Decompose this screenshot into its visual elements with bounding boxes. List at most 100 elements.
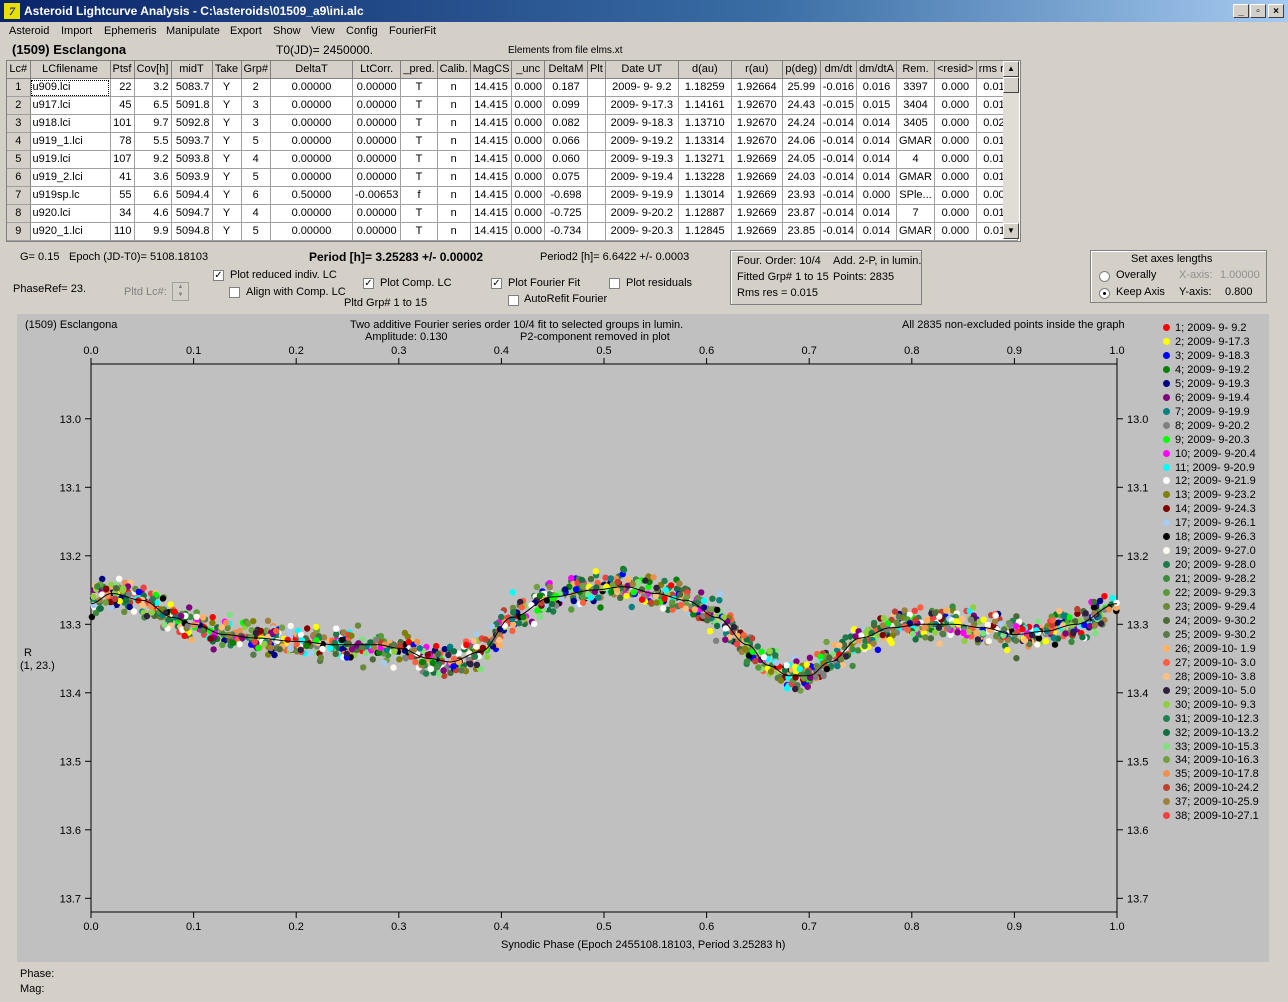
- table-cell[interactable]: u919sp.lc: [30, 186, 111, 205]
- column-header[interactable]: r(au): [731, 61, 783, 79]
- table-cell[interactable]: 24.03: [782, 168, 821, 187]
- table-cell[interactable]: 0.50000: [270, 186, 353, 205]
- table-cell[interactable]: -0.014: [820, 204, 858, 223]
- table-cell[interactable]: -0.014: [820, 114, 858, 133]
- table-cell[interactable]: 9.7: [134, 114, 172, 133]
- table-cell[interactable]: 1.92669: [731, 168, 783, 187]
- row-header[interactable]: 4: [7, 132, 31, 151]
- table-cell[interactable]: [587, 96, 606, 115]
- table-cell[interactable]: 0.00000: [352, 78, 402, 97]
- table-cell[interactable]: 0.000: [511, 150, 545, 169]
- table-cell[interactable]: 4: [241, 150, 271, 169]
- align-comp-checkbox[interactable]: [229, 287, 240, 298]
- table-cell[interactable]: 0.082: [544, 114, 588, 133]
- column-header[interactable]: _unc: [511, 61, 545, 79]
- table-cell[interactable]: 0.00000: [270, 96, 353, 115]
- table-cell[interactable]: SPle...: [896, 186, 935, 205]
- column-header[interactable]: Lc#: [7, 61, 31, 79]
- x-axis-value[interactable]: 1.00000: [1220, 269, 1260, 281]
- table-cell[interactable]: 3404: [896, 96, 935, 115]
- table-cell[interactable]: 0.000: [511, 168, 545, 187]
- table-cell[interactable]: 3397: [896, 78, 935, 97]
- table-cell[interactable]: 0.000: [511, 78, 545, 97]
- table-cell[interactable]: 14.415: [470, 150, 513, 169]
- minimize-button[interactable]: _: [1233, 4, 1249, 18]
- table-cell[interactable]: 1.92669: [731, 186, 783, 205]
- title-bar[interactable]: 7 Asteroid Lightcurve Analysis - C:\aste…: [0, 0, 1288, 22]
- lightcurve-plot[interactable]: 0.0 0.0 0.1 0.1 0.2 0.2 0.3 0.3 0.4 0.4 0.5 0.5 0.6 0…: [17, 314, 1269, 962]
- table-cell[interactable]: -0.014: [820, 132, 858, 151]
- table-cell[interactable]: 0.000: [511, 222, 545, 241]
- table-cell[interactable]: 0.00000: [270, 150, 353, 169]
- table-cell[interactable]: 0.000: [856, 186, 897, 205]
- table-cell[interactable]: 0.00000: [270, 204, 353, 223]
- close-button[interactable]: ×: [1268, 4, 1284, 18]
- table-scrollbar[interactable]: ▲ ▼: [1003, 61, 1019, 239]
- table-cell[interactable]: 5093.7: [171, 132, 213, 151]
- table-cell[interactable]: -0.015: [820, 96, 858, 115]
- table-cell[interactable]: 1.92664: [731, 78, 783, 97]
- table-cell[interactable]: 0.00000: [352, 96, 402, 115]
- y-axis-value[interactable]: 0.800: [1225, 286, 1253, 298]
- table-cell[interactable]: 0.016: [856, 78, 897, 97]
- table-cell[interactable]: 14.415: [470, 204, 513, 223]
- table-cell[interactable]: 0.099: [544, 96, 588, 115]
- plot-comp-checkbox[interactable]: ✓: [363, 278, 374, 289]
- table-cell[interactable]: 1.92670: [731, 96, 783, 115]
- table-cell[interactable]: 4: [241, 204, 271, 223]
- table-cell[interactable]: 107: [110, 150, 135, 169]
- autorefit-checkbox[interactable]: [508, 295, 519, 306]
- column-header[interactable]: MagCS: [470, 61, 513, 79]
- scroll-thumb[interactable]: [1003, 77, 1019, 93]
- table-cell[interactable]: 0.000: [934, 222, 977, 241]
- table-cell[interactable]: 5092.8: [171, 114, 213, 133]
- table-cell[interactable]: -0.014: [820, 168, 858, 187]
- table-cell[interactable]: n: [437, 114, 471, 133]
- table-cell[interactable]: 1.14161: [678, 96, 732, 115]
- table-cell[interactable]: T: [400, 114, 438, 133]
- table-cell[interactable]: 0.00000: [352, 168, 402, 187]
- row-header[interactable]: 8: [7, 204, 31, 223]
- table-cell[interactable]: n: [437, 168, 471, 187]
- table-cell[interactable]: [587, 78, 606, 97]
- table-cell[interactable]: 1.92670: [731, 114, 783, 133]
- table-cell[interactable]: 0.000: [511, 204, 545, 223]
- table-cell[interactable]: [587, 204, 606, 223]
- table-cell[interactable]: n: [437, 186, 471, 205]
- table-cell[interactable]: -0.00653: [352, 186, 402, 205]
- table-cell[interactable]: 2009- 9-18.3: [605, 114, 679, 133]
- table-cell[interactable]: 24.24: [782, 114, 821, 133]
- plot-fourier-checkbox[interactable]: ✓: [491, 278, 502, 289]
- table-cell[interactable]: 78: [110, 132, 135, 151]
- table-cell[interactable]: 3405: [896, 114, 935, 133]
- table-cell[interactable]: 1.12845: [678, 222, 732, 241]
- table-cell[interactable]: T: [400, 168, 438, 187]
- table-cell[interactable]: 23.87: [782, 204, 821, 223]
- table-cell[interactable]: Y: [212, 150, 242, 169]
- table-cell[interactable]: 1.13271: [678, 150, 732, 169]
- table-cell[interactable]: 0.066: [544, 132, 588, 151]
- column-header[interactable]: dm/dt: [820, 61, 858, 79]
- table-cell[interactable]: 5093.8: [171, 150, 213, 169]
- table-cell[interactable]: u917.lci: [30, 96, 111, 115]
- table-row[interactable]: 7 u919sp.lc 55 6.6 5094.4 Y 6 0.50000 -0.00653 f n…: [7, 186, 1019, 205]
- scroll-down-button[interactable]: ▼: [1003, 223, 1019, 239]
- table-cell[interactable]: 14.415: [470, 78, 513, 97]
- table-cell[interactable]: 1.18259: [678, 78, 732, 97]
- table-cell[interactable]: 0.014: [856, 168, 897, 187]
- column-header[interactable]: _pred.: [400, 61, 438, 79]
- table-cell[interactable]: 0.000: [934, 168, 977, 187]
- row-header[interactable]: 7: [7, 186, 31, 205]
- table-cell[interactable]: 2: [241, 78, 271, 97]
- table-cell[interactable]: Y: [212, 168, 242, 187]
- table-cell[interactable]: 41: [110, 168, 135, 187]
- table-cell[interactable]: 34: [110, 204, 135, 223]
- table-cell[interactable]: 3: [241, 96, 271, 115]
- table-cell[interactable]: [587, 186, 606, 205]
- column-header[interactable]: Plt: [587, 61, 606, 79]
- table-cell[interactable]: 0.000: [934, 78, 977, 97]
